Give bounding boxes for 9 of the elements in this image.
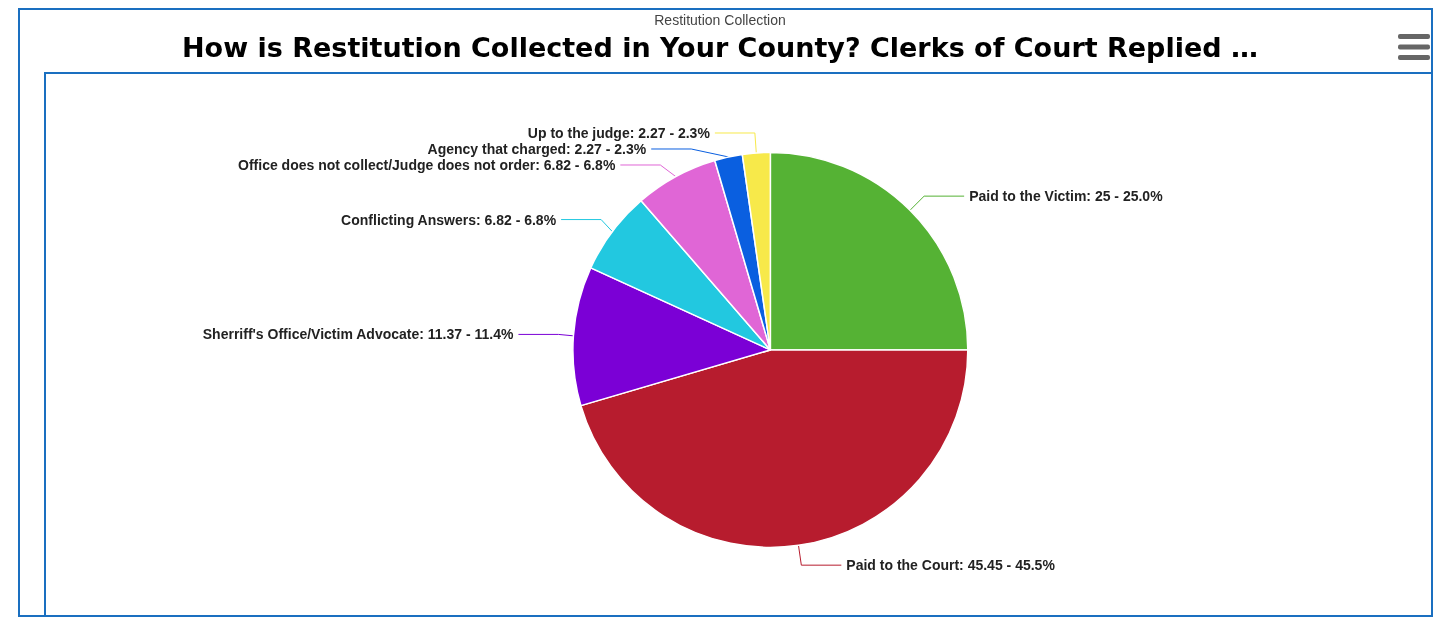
slice-label: Paid to the Victim: 25 - 25.0% xyxy=(969,188,1164,205)
slice-label: Paid to the Court: 45.45 - 45.5% xyxy=(846,557,1056,574)
slice-label: Office does not collect/Judge does not order: 6.82 - 6.8% xyxy=(238,157,616,173)
chart-title: How is Restitution Collected in Your County? Clerks of Court Replied … xyxy=(181,32,1259,63)
slice-label: Agency that charged: 2.27 - 2.3% xyxy=(427,141,647,157)
slice-label: Conflicting Answers: 6.82 - 6.8% xyxy=(341,211,557,228)
slice-label: Sherriff's Office/Victim Advocate: 11.37 - 11.4% xyxy=(202,326,514,343)
slice-label: Up to the judge: 2.27 - 2.3% xyxy=(527,125,711,141)
chart-subtitle: Restitution Collection xyxy=(653,12,787,28)
